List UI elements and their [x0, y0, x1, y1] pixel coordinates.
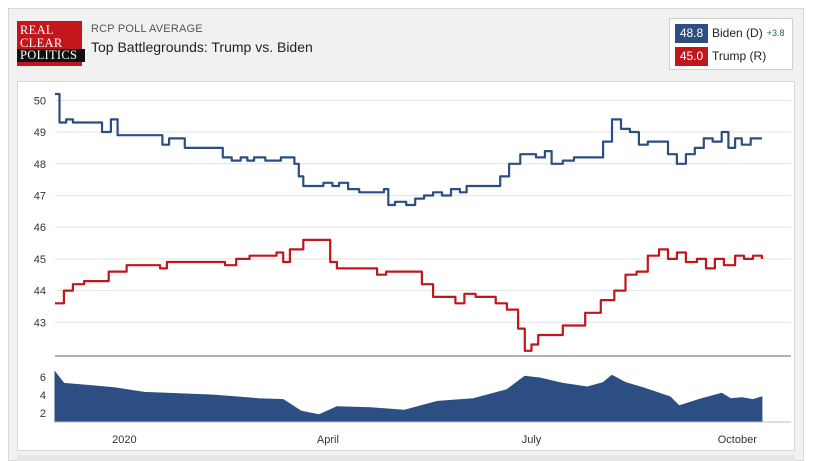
- legend-value-biden: 48.8: [675, 24, 708, 43]
- y-tick-label: 44: [34, 286, 46, 298]
- x-tick-label: July: [522, 434, 542, 446]
- logo-line: CLEAR: [20, 35, 63, 50]
- legend-spread-biden: +3.8: [766, 28, 785, 38]
- chart-title: Top Battlegrounds: Trump vs. Biden: [91, 39, 313, 55]
- y-tick-label: 43: [34, 317, 46, 329]
- logo-line: POLITICS: [17, 49, 85, 62]
- legend-label-trump: Trump (R): [712, 49, 767, 63]
- y-tick-label: 50: [34, 95, 46, 107]
- logo-line: REAL: [20, 23, 54, 37]
- x-tick-label: October: [718, 434, 757, 446]
- chart-svg: 50 49 48 47 46 45 44 43 6 4 2 2020 April July October: [34, 92, 791, 446]
- biden-line: [55, 92, 762, 207]
- chart-kicker: RCP POLL AVERAGE: [91, 23, 203, 35]
- spread-y-tick-label: 4: [40, 390, 46, 402]
- legend-item-biden[interactable]: 48.8 Biden (D) +3.8: [675, 24, 784, 43]
- rcp-logo: REAL CLEAR POLITICS: [17, 21, 85, 66]
- chart-panel: 50 49 48 47 46 45 44 43 6 4 2 2020 April July October: [17, 81, 795, 451]
- legend-value-trump: 45.0: [675, 47, 708, 66]
- x-tick-label: 2020: [112, 434, 136, 446]
- range-controls-strip: [17, 455, 795, 461]
- legend-label-biden: Biden (D): [712, 26, 763, 40]
- trump-line: [55, 238, 763, 352]
- legend: 48.8 Biden (D) +3.8 45.0 Trump (R): [669, 18, 793, 70]
- spread-y-tick-label: 2: [40, 408, 46, 420]
- x-tick-label: April: [317, 434, 339, 446]
- y-tick-label: 45: [34, 254, 46, 266]
- legend-item-trump[interactable]: 45.0 Trump (R): [675, 47, 766, 66]
- spread-area: [54, 370, 763, 423]
- y-tick-label: 46: [34, 222, 46, 234]
- spread-y-tick-label: 6: [40, 372, 46, 384]
- y-tick-label: 48: [34, 159, 46, 171]
- y-tick-label: 47: [34, 190, 46, 202]
- y-tick-label: 49: [34, 127, 46, 139]
